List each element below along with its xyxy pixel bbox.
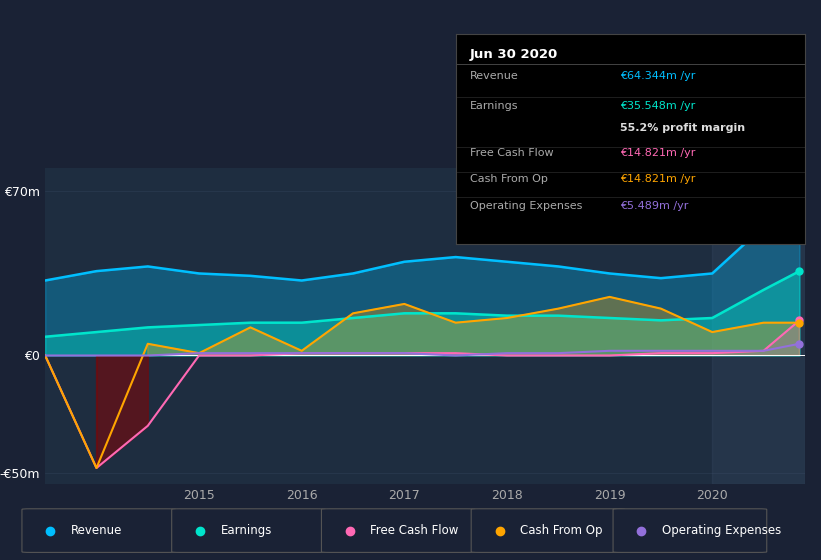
- Text: Free Cash Flow: Free Cash Flow: [470, 148, 553, 158]
- Bar: [712, 168, 805, 484]
- Text: Free Cash Flow: Free Cash Flow: [370, 524, 459, 537]
- FancyBboxPatch shape: [322, 509, 475, 552]
- Text: €14.821m /yr: €14.821m /yr: [620, 174, 695, 184]
- Text: Cash From Op: Cash From Op: [520, 524, 603, 537]
- Text: Operating Expenses: Operating Expenses: [662, 524, 781, 537]
- Text: €14.821m /yr: €14.821m /yr: [620, 148, 695, 158]
- Text: Cash From Op: Cash From Op: [470, 174, 548, 184]
- Text: Revenue: Revenue: [71, 524, 122, 537]
- FancyBboxPatch shape: [22, 509, 176, 552]
- Text: Earnings: Earnings: [470, 101, 518, 111]
- Text: Jun 30 2020: Jun 30 2020: [470, 48, 557, 61]
- Text: Operating Expenses: Operating Expenses: [470, 200, 582, 211]
- Text: Revenue: Revenue: [470, 72, 518, 81]
- Text: €5.489m /yr: €5.489m /yr: [620, 200, 688, 211]
- FancyBboxPatch shape: [471, 509, 625, 552]
- Text: Earnings: Earnings: [221, 524, 272, 537]
- Text: €64.344m /yr: €64.344m /yr: [620, 72, 695, 81]
- FancyBboxPatch shape: [172, 509, 325, 552]
- FancyBboxPatch shape: [613, 509, 767, 552]
- Text: €35.548m /yr: €35.548m /yr: [620, 101, 695, 111]
- Text: 55.2% profit margin: 55.2% profit margin: [620, 123, 745, 133]
